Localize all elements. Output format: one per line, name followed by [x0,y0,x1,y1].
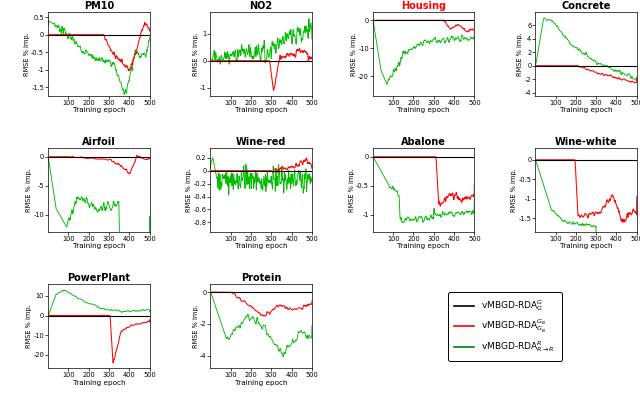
X-axis label: Training epoch: Training epoch [397,244,450,249]
X-axis label: Training epoch: Training epoch [560,107,612,113]
Legend: vMBGD-RDA$^G_G$, vMBGD-RDA$^{G_B}_{G_B}$, vMBGD-RDA$^R_{R\rightarrow R}$: vMBGD-RDA$^G_G$, vMBGD-RDA$^{G_B}_{G_B}$… [448,292,561,360]
Title: Wine-red: Wine-red [236,137,286,147]
X-axis label: Training epoch: Training epoch [235,244,287,249]
X-axis label: Training epoch: Training epoch [235,379,287,386]
Title: Protein: Protein [241,274,282,284]
Title: PowerPlant: PowerPlant [67,274,131,284]
Y-axis label: RMSE % imp.: RMSE % imp. [193,32,198,76]
Y-axis label: RMSE % imp.: RMSE % imp. [517,32,524,76]
Y-axis label: RMSE % imp.: RMSE % imp. [349,168,355,212]
Y-axis label: RMSE % imp.: RMSE % imp. [186,168,192,212]
X-axis label: Training epoch: Training epoch [72,379,125,386]
Title: Airfoil: Airfoil [82,137,116,147]
Title: Wine-white: Wine-white [555,137,618,147]
Y-axis label: RMSE % imp.: RMSE % imp. [26,305,32,348]
Title: Concrete: Concrete [561,1,611,11]
Y-axis label: RMSE % imp.: RMSE % imp. [26,168,32,212]
Title: NO2: NO2 [250,1,273,11]
Title: PM10: PM10 [84,1,114,11]
X-axis label: Training epoch: Training epoch [235,107,287,113]
X-axis label: Training epoch: Training epoch [397,107,450,113]
X-axis label: Training epoch: Training epoch [72,107,125,113]
Y-axis label: RMSE % imp.: RMSE % imp. [24,32,29,76]
X-axis label: Training epoch: Training epoch [72,244,125,249]
Title: Abalone: Abalone [401,137,446,147]
Title: Housing: Housing [401,1,446,11]
X-axis label: Training epoch: Training epoch [560,244,612,249]
Y-axis label: RMSE % imp.: RMSE % imp. [193,305,198,348]
Y-axis label: RMSE % imp.: RMSE % imp. [511,168,517,212]
Y-axis label: RMSE % imp.: RMSE % imp. [351,32,356,76]
